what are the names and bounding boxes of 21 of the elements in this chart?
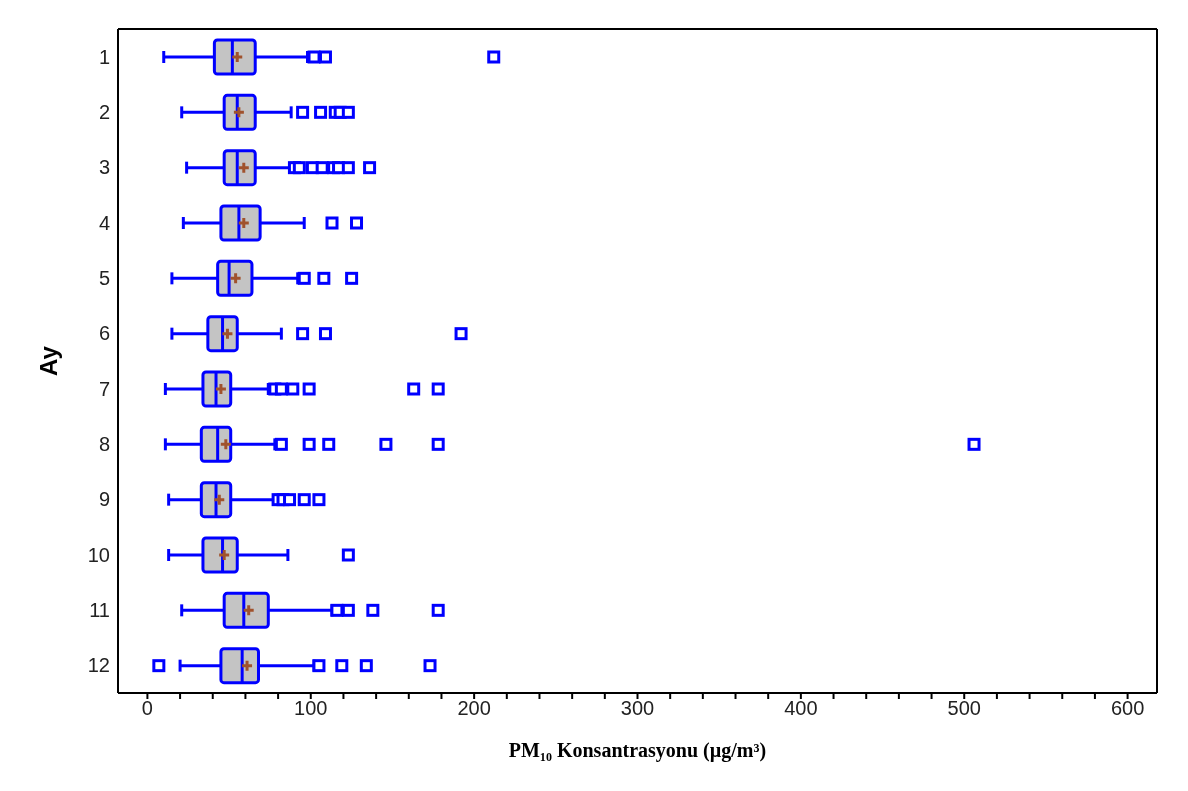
x-axis-title: PM₁₀ Konsantrasyonu (µg/m³) (508, 739, 767, 762)
y-axis-title: Ay (34, 345, 62, 376)
y-tick-label: 6 (98, 322, 110, 345)
x-tick-label: 500 (947, 697, 981, 720)
x-tick-label: 0 (141, 697, 153, 720)
y-tick-label: 9 (98, 488, 110, 511)
y-tick-label: 10 (87, 543, 110, 566)
y-tick-label: 5 (98, 267, 110, 290)
x-tick-label: 100 (294, 697, 328, 720)
y-tick-label: 2 (98, 101, 110, 124)
y-tick-label: 3 (98, 156, 110, 179)
y-tick-label: 1 (98, 45, 110, 68)
y-tick-label: 4 (98, 211, 110, 234)
x-tick-label: 300 (620, 697, 655, 720)
y-tick-label: 8 (98, 433, 110, 456)
x-tick-label: 200 (457, 697, 491, 720)
y-tick-label: 12 (87, 654, 110, 677)
y-tick-label: 11 (89, 599, 110, 622)
y-tick-label: 7 (98, 377, 110, 400)
x-tick-label: 600 (1110, 697, 1145, 720)
x-tick-label: 400 (784, 697, 818, 720)
